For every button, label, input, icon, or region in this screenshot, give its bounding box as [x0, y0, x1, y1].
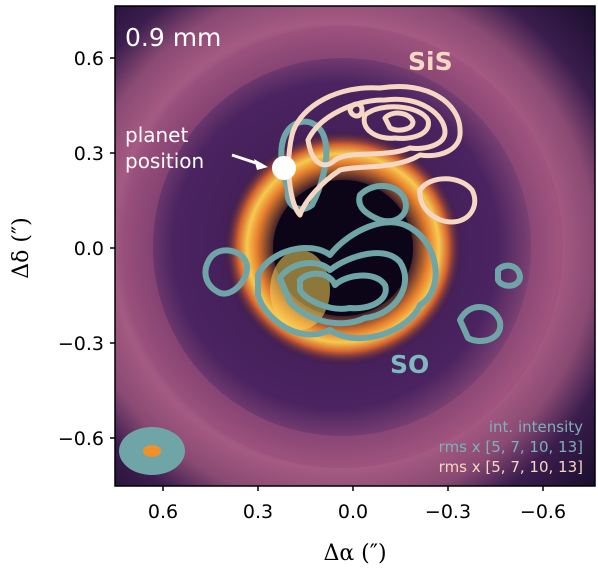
x-tick-label: 0.6	[148, 501, 178, 523]
y-tick-label: 0.6	[74, 48, 104, 70]
planet-label-line2: position	[125, 149, 204, 173]
y-tick-label: −0.3	[58, 333, 104, 355]
wavelength-label: 0.9 mm	[125, 23, 221, 52]
sis-contour-3	[361, 104, 431, 141]
so-contour-5	[457, 304, 504, 344]
y-tick-label: 0.0	[74, 238, 104, 260]
sis-contours	[286, 84, 478, 225]
so-contour-2	[255, 219, 439, 342]
sis-label: SiS	[408, 47, 453, 76]
legend-so-levels: rms x [5, 7, 10, 13]	[439, 438, 583, 456]
x-axis-label: Δα (″)	[323, 541, 386, 566]
sis-contour-2	[305, 96, 448, 168]
y-tick-label: 0.3	[74, 143, 104, 165]
x-axis: 0.6 0.3 0.0 −0.3 −0.6 Δα (″)	[148, 486, 566, 566]
legend-sis-levels: rms x [5, 7, 10, 13]	[439, 458, 583, 476]
legend-title: int. intensity	[489, 418, 583, 436]
y-axis-label: Δδ (″)	[9, 217, 34, 279]
sis-contour-4	[382, 110, 416, 133]
plot-frame	[114, 5, 596, 487]
y-axis: 0.6 0.3 0.0 −0.3 −0.6 Δδ (″)	[9, 48, 115, 450]
so-contour-1	[202, 247, 251, 297]
x-tick-label: 0.0	[338, 501, 368, 523]
so-label: SO	[390, 350, 429, 379]
beam-inner	[143, 445, 161, 457]
outer-ring	[121, 26, 563, 468]
so-contour-6	[495, 262, 523, 289]
so-contour-4	[297, 270, 389, 312]
x-tick-label: −0.3	[425, 501, 471, 523]
y-tick-label: −0.6	[58, 428, 104, 450]
image-panel	[115, 6, 595, 486]
sis-contour-1	[286, 84, 463, 218]
so-contours	[202, 118, 523, 344]
so-contour-8	[356, 183, 409, 225]
x-tick-label: 0.3	[243, 501, 273, 523]
so-contour-3	[277, 250, 408, 327]
x-tick-label: −0.6	[520, 501, 566, 523]
planet-marker	[272, 156, 296, 180]
planet-label-line1: planet	[125, 123, 188, 147]
planet-arrow-head	[254, 159, 268, 170]
sis-contour-5	[417, 176, 478, 225]
sis-contour-6	[347, 101, 365, 119]
